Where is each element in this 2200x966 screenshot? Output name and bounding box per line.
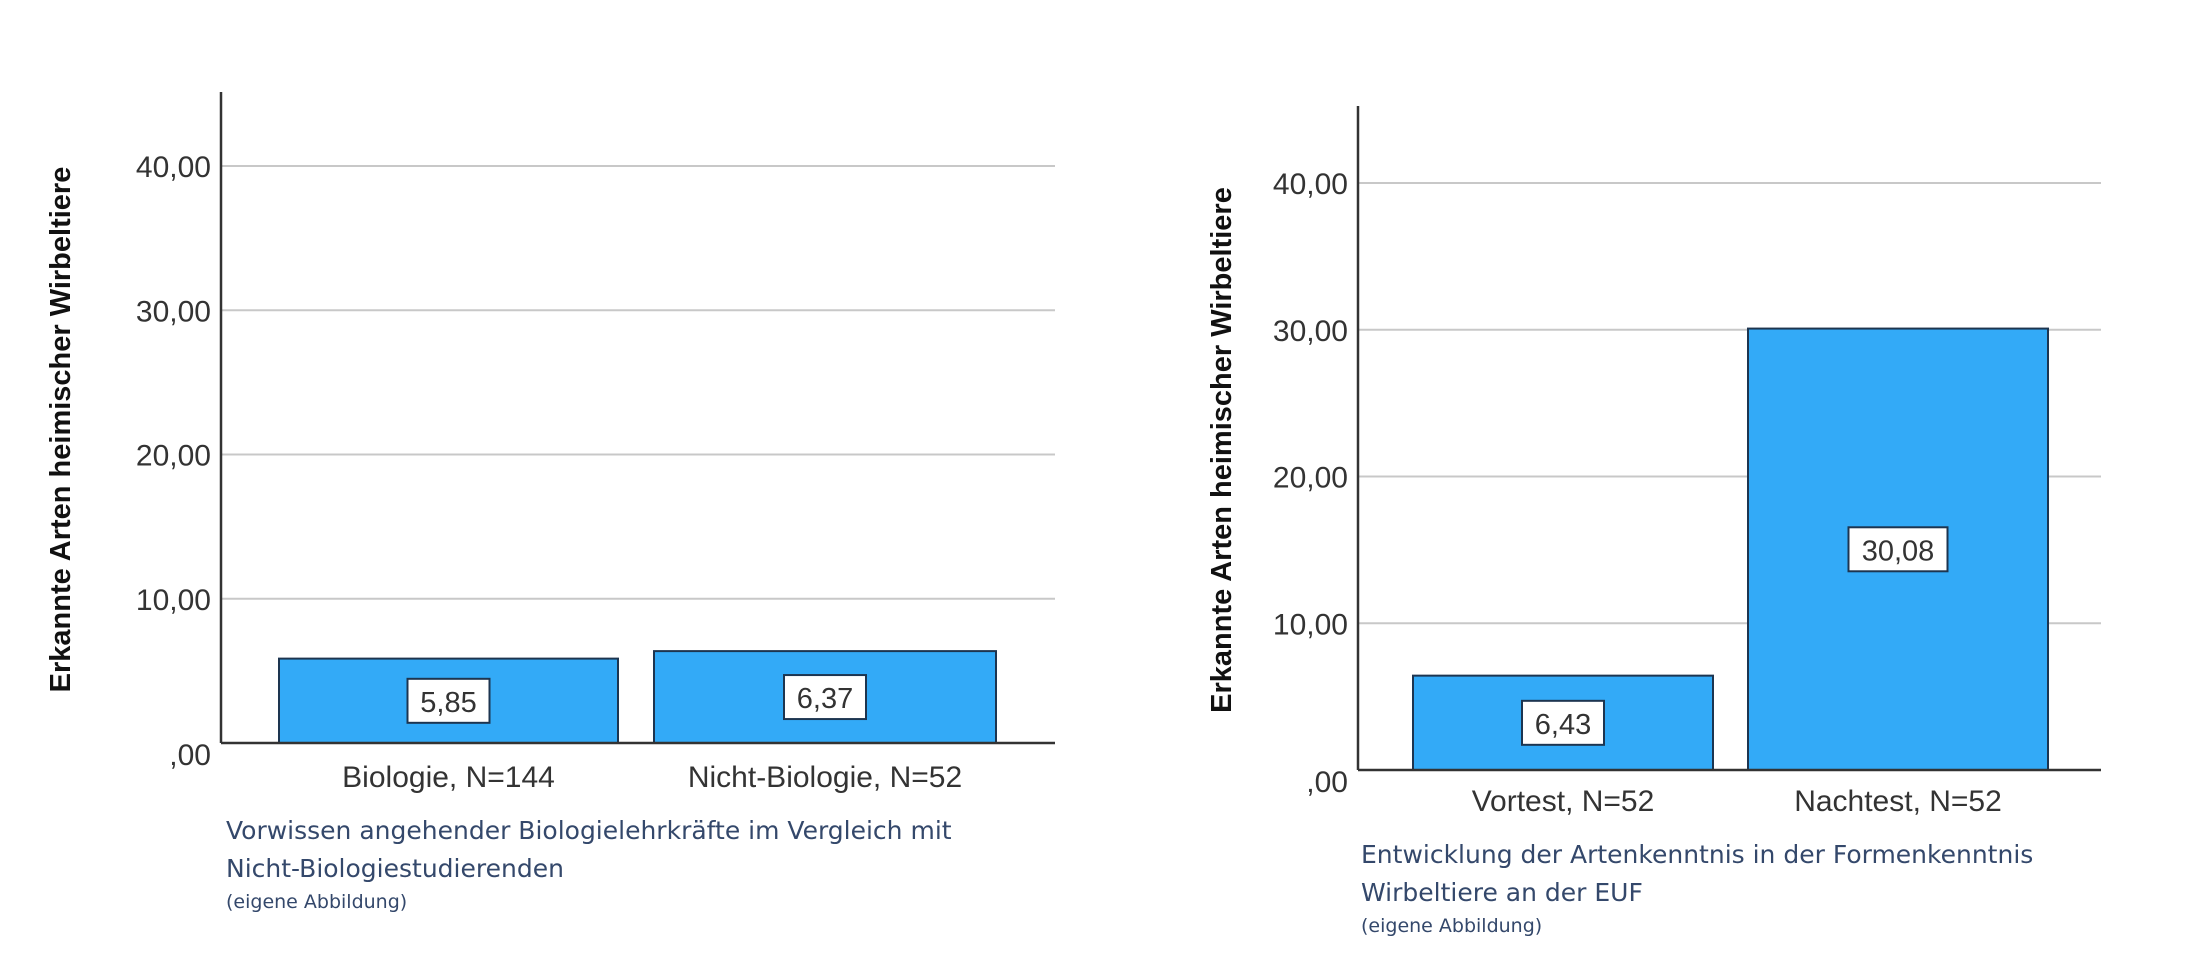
value-label-box [1521,699,1605,746]
y-axis-label: Erkannte Arten heimischer Wirbeltiere [45,167,77,693]
category-label: Vortest, N=52 [1472,785,1655,818]
value-label-box [1847,526,1949,573]
value-label-box [783,674,867,721]
y-tick-label: 20,00 [1273,462,1348,495]
y-tick-label: 30,00 [136,295,211,328]
value-label: 5,85 [420,687,476,719]
caption-note: (eigene Abbildung) [226,891,408,913]
y-tick-label: 10,00 [136,584,211,617]
caption-line: Wirbeltiere an der EUF [1361,878,1643,907]
category-label: Nachtest, N=52 [1794,785,2002,818]
caption-line: Entwicklung der Artenkenntnis in der For… [1361,840,2034,869]
y-tick-label: 20,00 [136,440,211,473]
value-label: 6,37 [797,683,853,715]
y-tick-label: 30,00 [1273,315,1348,348]
value-label-box [406,677,491,724]
y-tick-label: 40,00 [1273,168,1348,201]
y-tick-label: 10,00 [1273,608,1348,641]
caption-line: Vorwissen angehender Biologielehrkräfte … [226,816,952,845]
y-tick-label: ,00 [1306,766,1348,799]
caption-note: (eigene Abbildung) [1361,915,1543,937]
caption-left: Vorwissen angehender Biologielehrkräfte … [226,812,952,916]
category-label: Biologie, N=144 [342,761,555,794]
y-tick-label: 40,00 [136,151,211,184]
y-axis-label: Erkannte Arten heimischer Wirbeltiere [1206,187,1238,713]
caption-line: Nicht-Biologiestudierenden [226,854,564,883]
category-label: Nicht-Biologie, N=52 [688,761,962,794]
y-tick-label: ,00 [169,739,211,772]
value-label: 30,08 [1862,535,1935,567]
caption-right: Entwicklung der Artenkenntnis in der For… [1361,836,2033,940]
value-label: 6,43 [1535,709,1591,741]
